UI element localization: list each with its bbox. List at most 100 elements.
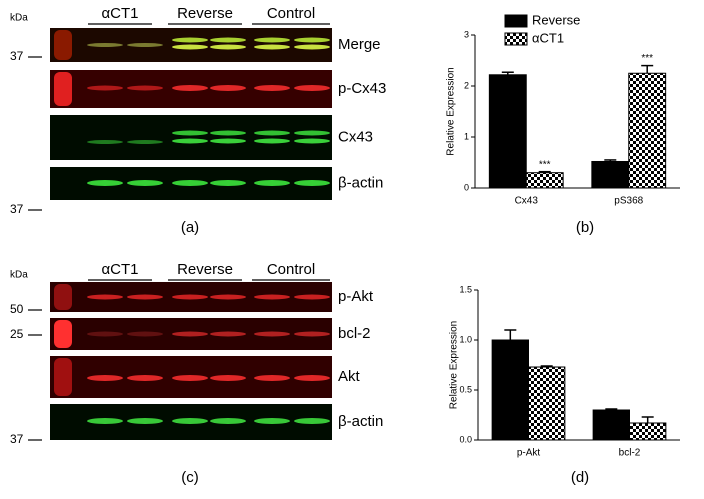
unit-label: kDa <box>10 270 28 281</box>
blot-band <box>294 418 330 424</box>
x-tick-label: bcl-2 <box>619 448 641 459</box>
bar <box>528 366 566 441</box>
unit-label: kDa <box>10 13 28 24</box>
blot-band <box>172 138 208 144</box>
blot-band <box>294 294 330 300</box>
error-bar <box>605 408 618 410</box>
y-tick-label: 0 <box>464 182 469 192</box>
blot-band <box>127 43 163 47</box>
row-label: Merge <box>338 36 381 53</box>
legend-swatch <box>504 14 528 28</box>
blot-band <box>127 140 163 144</box>
ladder-lane <box>54 30 72 60</box>
blot-band <box>294 331 330 337</box>
error-bar <box>501 71 514 75</box>
blot-band <box>294 44 330 50</box>
bar <box>591 160 630 189</box>
blot-band <box>210 44 246 50</box>
blot-band <box>294 37 330 43</box>
blot-band <box>87 294 123 300</box>
blot-band <box>172 130 208 136</box>
x-tick-label: p-Akt <box>517 448 541 459</box>
row-label: β-actin <box>338 174 383 191</box>
blot-band <box>294 130 330 136</box>
blot-band <box>87 331 123 337</box>
blot-band <box>254 294 290 300</box>
row-label: Akt <box>338 368 361 385</box>
ladder-lane <box>54 320 72 348</box>
blot-band <box>172 418 208 424</box>
error-bar <box>641 64 654 74</box>
blot-band <box>254 138 290 144</box>
blot-band <box>172 180 208 186</box>
row-label: Cx43 <box>338 128 373 145</box>
row-label: p-Akt <box>338 288 374 305</box>
blot-band <box>172 294 208 300</box>
blot-band <box>254 44 290 50</box>
marker-label: 37 <box>10 432 24 446</box>
blot-band <box>254 418 290 424</box>
y-tick-label: 1.5 <box>459 284 472 294</box>
blot-band <box>210 138 246 144</box>
bar <box>525 172 564 189</box>
blot-band <box>210 294 246 300</box>
group-label: Control <box>267 261 315 278</box>
blot-band <box>87 418 123 424</box>
error-bar <box>641 416 654 423</box>
error-bar <box>538 170 551 173</box>
blot-band <box>254 85 290 91</box>
panel-label: (b) <box>576 219 594 236</box>
blot-band <box>172 44 208 50</box>
bar <box>628 72 667 189</box>
row-label: p-Cx43 <box>338 80 386 97</box>
group-label: Reverse <box>177 5 233 22</box>
row-label: β-actin <box>338 413 383 430</box>
legend-label: αCT1 <box>532 30 564 45</box>
group-label: Reverse <box>177 261 233 278</box>
blot-band <box>210 418 246 424</box>
ladder-lane <box>54 284 72 310</box>
panel-label: (c) <box>181 469 199 486</box>
legend-label: Reverse <box>532 12 580 27</box>
panel-label: (a) <box>181 219 199 236</box>
x-tick-label: pS368 <box>614 196 643 207</box>
bar <box>629 422 667 441</box>
error-bar <box>604 159 617 162</box>
blot-band <box>254 180 290 186</box>
blot-band <box>127 294 163 300</box>
significance: *** <box>539 159 551 170</box>
group-label: αCT1 <box>101 261 138 278</box>
error-bar <box>540 365 553 367</box>
row-label: bcl-2 <box>338 325 371 342</box>
blot-band <box>254 375 290 381</box>
blot-band <box>127 180 163 186</box>
blot-band <box>210 85 246 91</box>
marker-label: 37 <box>10 202 24 216</box>
blot-band <box>87 180 123 186</box>
error-bar <box>504 329 517 340</box>
blot-band <box>127 85 163 91</box>
panel-label: (d) <box>571 469 589 486</box>
y-tick-label: 2 <box>464 80 469 90</box>
blot-strip <box>50 115 332 160</box>
blot-band <box>210 375 246 381</box>
blot-band <box>294 138 330 144</box>
y-tick-label: 3 <box>464 29 469 39</box>
bar <box>491 339 530 441</box>
blot-band <box>254 130 290 136</box>
bar <box>592 409 631 441</box>
blot-band <box>210 331 246 337</box>
blot-band <box>172 85 208 91</box>
marker-label: 50 <box>10 302 24 316</box>
blot-band <box>294 85 330 91</box>
blot-band <box>210 130 246 136</box>
y-tick-label: 1.0 <box>459 334 472 344</box>
blot-band <box>210 37 246 43</box>
blot-band <box>294 180 330 186</box>
blot-band <box>172 375 208 381</box>
y-axis-label: Relative Expression <box>446 67 457 155</box>
blot-band <box>87 43 123 47</box>
blot-band <box>127 331 163 337</box>
ladder-lane <box>54 72 72 106</box>
